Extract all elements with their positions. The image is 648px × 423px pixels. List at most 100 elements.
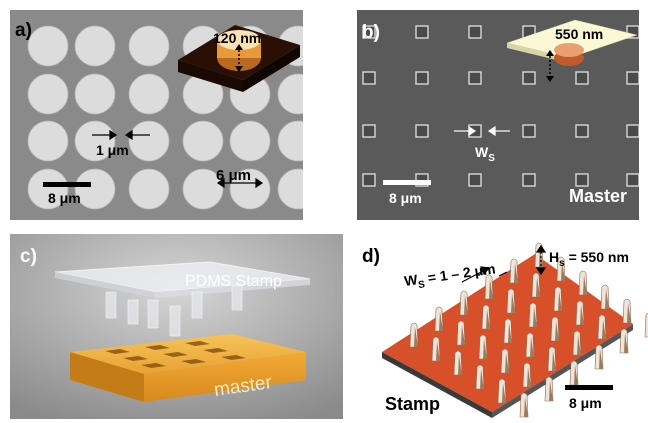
disc xyxy=(128,73,170,115)
pillar-shade xyxy=(464,295,468,315)
pillar-shade xyxy=(533,307,537,327)
disc xyxy=(229,168,271,210)
disc xyxy=(74,168,116,210)
pillar-shade xyxy=(605,289,609,309)
pillar-shade xyxy=(414,327,418,347)
pillar-shade xyxy=(527,367,531,387)
scale-bar-label-a: 8 μm xyxy=(48,190,81,206)
disc xyxy=(128,120,170,162)
width-label-b: WS xyxy=(475,144,495,164)
pillar-shade xyxy=(508,323,512,343)
pillar-shade xyxy=(561,261,565,281)
pillar-shade xyxy=(461,325,465,345)
hole xyxy=(415,71,429,85)
hole xyxy=(522,71,536,85)
scale-bar-a xyxy=(43,182,91,187)
pillar-shade xyxy=(514,263,518,283)
pillar-shade xyxy=(483,339,487,359)
pillar-shade xyxy=(599,349,603,369)
panel-b-sem-master: b) 550 nm WS 8 μm Master xyxy=(357,10,639,220)
disc xyxy=(277,168,303,210)
pillar-shade xyxy=(536,277,540,297)
hole xyxy=(468,173,482,187)
pillar-shade xyxy=(577,335,581,355)
afm-inset-b xyxy=(506,19,638,82)
inset-height-label-a: 120 nm xyxy=(213,30,261,46)
gap-arrows xyxy=(92,129,150,141)
pitch-label: 6 μm xyxy=(216,167,251,184)
afm-inset-a xyxy=(178,25,300,92)
panel-label-a: a) xyxy=(15,20,32,41)
disc xyxy=(128,168,170,210)
disc xyxy=(182,120,224,162)
pillar-shade xyxy=(489,279,493,299)
hole-array xyxy=(362,25,639,187)
pillar-shade xyxy=(505,353,509,373)
pillar-shade xyxy=(624,333,628,353)
hole xyxy=(468,25,482,39)
disc xyxy=(128,25,170,67)
disc xyxy=(74,73,116,115)
disc xyxy=(182,168,224,210)
disc xyxy=(277,73,303,115)
pillar-shade xyxy=(486,309,490,329)
inset-height-label-b: 550 nm xyxy=(555,26,603,42)
height-label-d: Hs = 550 nm xyxy=(549,249,629,269)
master-block xyxy=(70,334,306,402)
width-arrows-b xyxy=(454,125,510,137)
disc xyxy=(27,120,69,162)
height-arrow-d xyxy=(535,244,547,276)
pillar-shade xyxy=(524,397,528,417)
panel-label-d: d) xyxy=(362,246,380,267)
pillar-shade xyxy=(580,305,584,325)
panel-label-b: b) xyxy=(362,22,380,43)
hole xyxy=(522,173,536,187)
pdms-stamp xyxy=(54,261,311,337)
disc xyxy=(27,168,69,210)
disc xyxy=(27,73,69,115)
pillar-shade xyxy=(627,303,631,323)
disc xyxy=(74,25,116,67)
hole xyxy=(626,71,639,85)
disc xyxy=(229,120,271,162)
pitch-arrow xyxy=(216,177,264,189)
panel-a-sem-discs: a) 120 nm 1 μm 6 μm 8 μm xyxy=(10,10,303,220)
hole xyxy=(362,71,376,85)
pillar-shade xyxy=(436,341,440,361)
scale-bar-label-b: 8 μm xyxy=(389,190,422,206)
sem-image-a: a) 120 nm 1 μm 6 μm 8 μm xyxy=(10,10,303,220)
hole xyxy=(362,124,376,138)
panel-d-afm-stamp: d) WS = 1 – 2 μm Hs = 550 nm 8 μm Stamp xyxy=(357,234,648,419)
hole xyxy=(362,25,376,39)
disc xyxy=(74,120,116,162)
hole xyxy=(575,124,589,138)
pillar-shade xyxy=(502,383,506,403)
disc xyxy=(27,25,69,67)
scale-bar-label-d: 8 μm xyxy=(569,395,602,411)
schematic-image-c: c) PDMS Stamp master xyxy=(10,234,343,419)
hole xyxy=(468,71,482,85)
pillar-shade xyxy=(602,319,606,339)
hole xyxy=(575,71,589,85)
pillar-shade xyxy=(530,337,534,357)
pillar-shade xyxy=(511,293,515,313)
panel-label-c: c) xyxy=(20,246,37,267)
hole xyxy=(415,124,429,138)
hole xyxy=(362,173,376,187)
pillar-shade xyxy=(439,311,443,331)
pillar-shade xyxy=(552,351,556,371)
pillar-shade xyxy=(558,291,562,311)
pillar-shade xyxy=(574,365,578,385)
stamp-name-label: Stamp xyxy=(385,394,440,414)
pillar-shade xyxy=(458,355,462,375)
hole xyxy=(575,173,589,187)
stamp-label: PDMS Stamp xyxy=(185,273,282,290)
master-name-label: Master xyxy=(569,186,627,206)
pillar-shade xyxy=(549,381,553,401)
hole xyxy=(415,25,429,39)
pillar-array xyxy=(409,242,648,418)
pillar-shade xyxy=(555,321,559,341)
pillar-shade xyxy=(583,275,587,295)
hole xyxy=(626,124,639,138)
scale-bar-d xyxy=(565,385,613,390)
